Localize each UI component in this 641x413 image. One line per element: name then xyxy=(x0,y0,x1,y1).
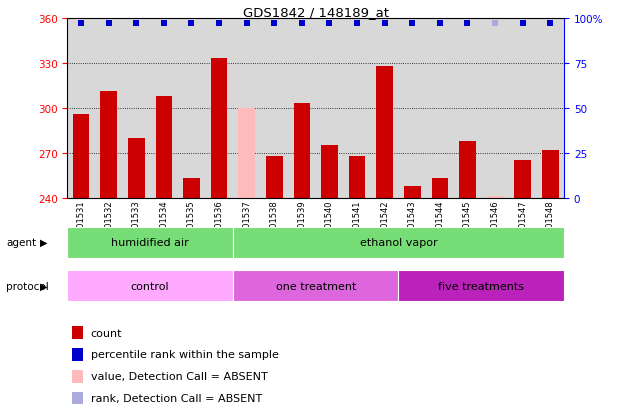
Text: control: control xyxy=(131,281,169,291)
Text: one treatment: one treatment xyxy=(276,281,356,291)
Text: protocol: protocol xyxy=(6,281,49,291)
Bar xyxy=(72,392,83,404)
Bar xyxy=(542,150,558,198)
Text: agent: agent xyxy=(6,237,37,248)
Bar xyxy=(233,227,564,258)
Bar xyxy=(294,104,310,198)
Text: value, Detection Call = ABSENT: value, Detection Call = ABSENT xyxy=(90,371,267,382)
Text: count: count xyxy=(90,328,122,338)
Bar xyxy=(376,66,393,198)
Bar xyxy=(459,141,476,198)
Bar xyxy=(72,370,83,382)
Text: humidified air: humidified air xyxy=(112,237,189,248)
Bar xyxy=(515,161,531,198)
Bar xyxy=(67,227,233,258)
Bar xyxy=(487,197,503,198)
Bar xyxy=(399,271,564,301)
Bar xyxy=(72,349,83,361)
Bar xyxy=(349,156,365,198)
Text: rank, Detection Call = ABSENT: rank, Detection Call = ABSENT xyxy=(90,393,262,403)
Bar xyxy=(156,97,172,198)
Bar xyxy=(211,59,228,198)
Bar xyxy=(321,146,338,198)
Bar xyxy=(238,109,255,198)
Bar xyxy=(128,138,145,198)
Bar xyxy=(67,271,233,301)
Bar xyxy=(233,271,399,301)
Bar xyxy=(183,179,200,198)
Bar xyxy=(404,186,420,198)
Text: ▶: ▶ xyxy=(40,237,48,248)
Bar xyxy=(101,92,117,198)
Bar xyxy=(266,156,283,198)
Text: GDS1842 / 148189_at: GDS1842 / 148189_at xyxy=(243,6,388,19)
Bar xyxy=(431,179,448,198)
Text: ethanol vapor: ethanol vapor xyxy=(360,237,437,248)
Text: percentile rank within the sample: percentile rank within the sample xyxy=(90,349,279,360)
Bar xyxy=(72,327,83,339)
Text: five treatments: five treatments xyxy=(438,281,524,291)
Bar xyxy=(73,114,89,198)
Text: ▶: ▶ xyxy=(40,281,48,291)
